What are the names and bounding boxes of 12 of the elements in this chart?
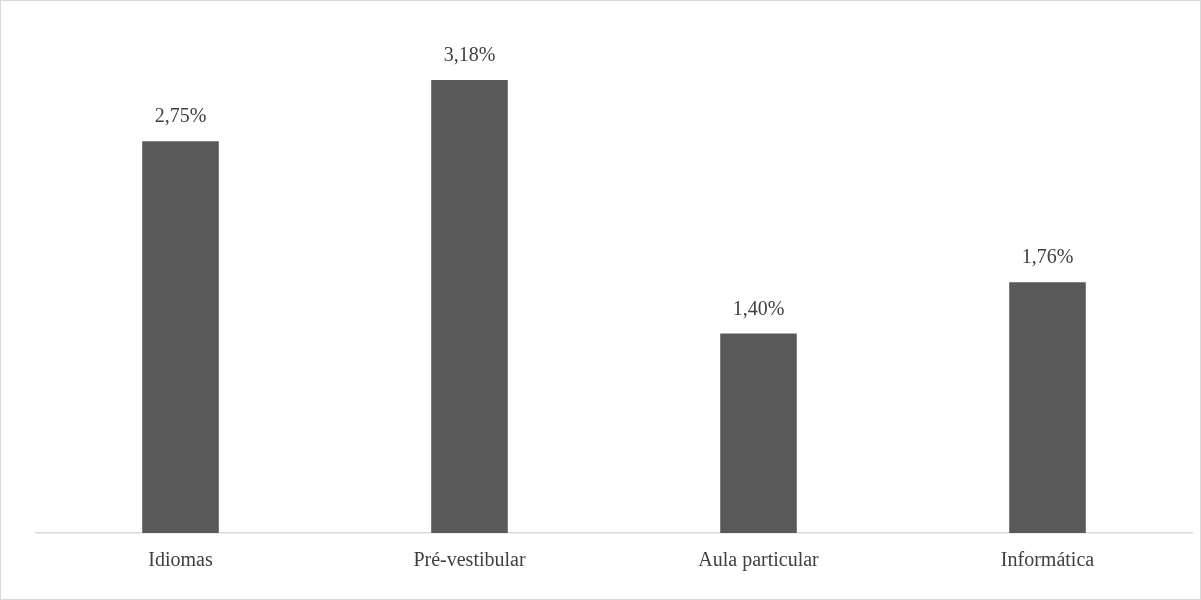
- data-label: 1,40%: [732, 296, 785, 319]
- x-tick-label: Pré-vestibular: [413, 548, 526, 571]
- x-tick-label: Aula particular: [698, 548, 820, 572]
- bar: [1009, 282, 1086, 533]
- bar: [431, 79, 508, 533]
- bar: [142, 141, 219, 533]
- data-label: 1,76%: [1021, 245, 1074, 268]
- data-label: 2,75%: [154, 104, 207, 127]
- x-tick-label: Idiomas: [148, 548, 213, 571]
- data-label: 3,18%: [443, 43, 496, 66]
- bar: [720, 333, 797, 533]
- x-tick-label: Informática: [1000, 548, 1095, 571]
